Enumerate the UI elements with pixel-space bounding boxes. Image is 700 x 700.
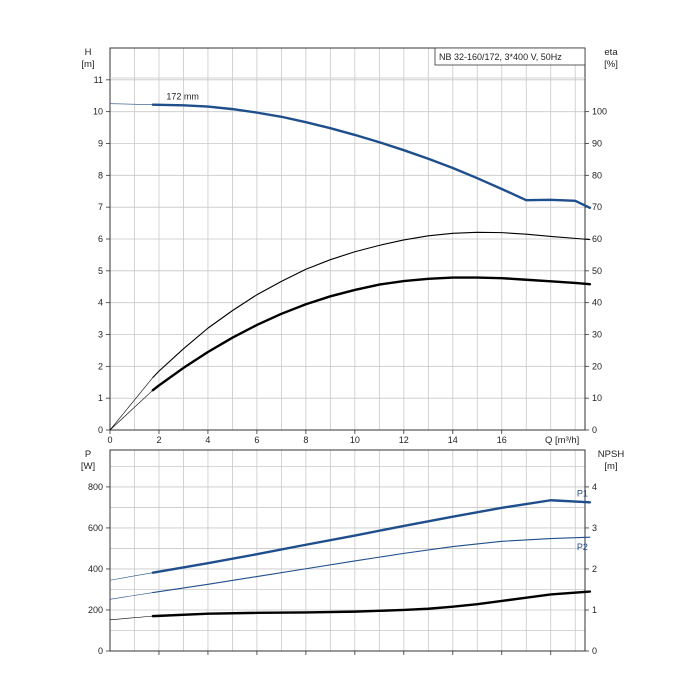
left-tick-label: 0 — [98, 425, 103, 435]
right-tick-label: 0 — [592, 425, 597, 435]
info-box — [434, 47, 586, 66]
plot-frame — [109, 449, 586, 652]
x-tick-label: 10 — [350, 435, 360, 445]
left-tick-label: 11 — [94, 75, 103, 85]
series-line — [152, 231, 591, 379]
right-tick-label: 60 — [592, 234, 602, 244]
right-tick-label: 3 — [592, 523, 597, 533]
x-tick-label: 8 — [303, 435, 308, 445]
right-tick-label: 4 — [592, 482, 597, 492]
left-tick-label: 7 — [98, 202, 103, 212]
left-tick-label: 600 — [88, 523, 103, 533]
x-tick-label: 6 — [254, 435, 259, 445]
right-tick-label: 40 — [592, 298, 602, 308]
left-tick-label: 3 — [98, 330, 103, 340]
series-label: 172 mm — [166, 92, 199, 102]
left-tick-label: 4 — [98, 298, 103, 308]
power-npsh-plot: 0 200 400 600 800 0 1 2 3 4 P[W] NPSH[m] P1 P2 — [81, 449, 624, 656]
left-axis-unit: [m] — [81, 59, 94, 70]
x-tick-label: 2 — [156, 435, 161, 445]
x-tick-label: 14 — [448, 435, 458, 445]
series-label: P1 — [577, 488, 588, 498]
x-axis-label: Q [m³/h] — [545, 435, 579, 446]
left-tick-label: 8 — [98, 170, 103, 180]
left-tick-label: 200 — [88, 605, 103, 615]
series-line — [152, 536, 591, 594]
series-line — [151, 590, 592, 618]
left-tick-label: 10 — [93, 107, 103, 117]
series-leadin-line — [109, 377, 154, 431]
left-tick-label: 9 — [98, 139, 103, 149]
series-leadin-line — [109, 103, 153, 105]
series-leadin-line — [109, 592, 153, 600]
right-tick-label: 30 — [592, 330, 602, 340]
right-tick-label: 10 — [592, 393, 602, 403]
right-tick-label: 70 — [592, 202, 602, 212]
left-tick-label: 5 — [98, 266, 103, 276]
left-axis-label: P — [85, 449, 91, 460]
right-tick-label: 90 — [592, 139, 602, 149]
series-leadin-line — [109, 389, 154, 431]
right-tick-label: 80 — [592, 170, 602, 180]
right-axis-unit: [%] — [604, 59, 618, 70]
right-tick-label: 2 — [592, 564, 597, 574]
right-tick-label: 100 — [592, 107, 607, 117]
left-tick-label: 0 — [98, 646, 103, 656]
x-tick-label: 16 — [497, 435, 507, 445]
x-tick-label: 4 — [205, 435, 210, 445]
series-line — [151, 276, 592, 392]
series-line — [151, 103, 592, 210]
left-tick-label: 400 — [88, 564, 103, 574]
series-line — [151, 499, 592, 574]
left-tick-label: 800 — [88, 482, 103, 492]
series-label: P2 — [577, 542, 588, 552]
x-tick-label: 0 — [107, 435, 112, 445]
left-tick-label: 2 — [98, 361, 103, 371]
series-leadin-line — [109, 572, 153, 581]
left-tick-label: 6 — [98, 234, 103, 244]
left-axis-label: H — [85, 47, 92, 58]
right-axis-label: NPSH — [598, 449, 625, 460]
right-tick-label: 0 — [592, 646, 597, 656]
left-axis-unit: [W] — [81, 461, 95, 472]
left-tick-label: 1 — [98, 393, 103, 403]
x-tick-label: 12 — [399, 435, 409, 445]
right-axis-unit: [m] — [604, 461, 617, 472]
right-axis-label: eta — [604, 47, 618, 58]
series-leadin-line — [109, 615, 153, 621]
right-tick-label: 1 — [592, 605, 597, 615]
right-tick-label: 50 — [592, 266, 602, 276]
right-tick-label: 20 — [592, 361, 602, 371]
info-box-text: NB 32-160/172, 3*400 V, 50Hz — [439, 52, 562, 62]
